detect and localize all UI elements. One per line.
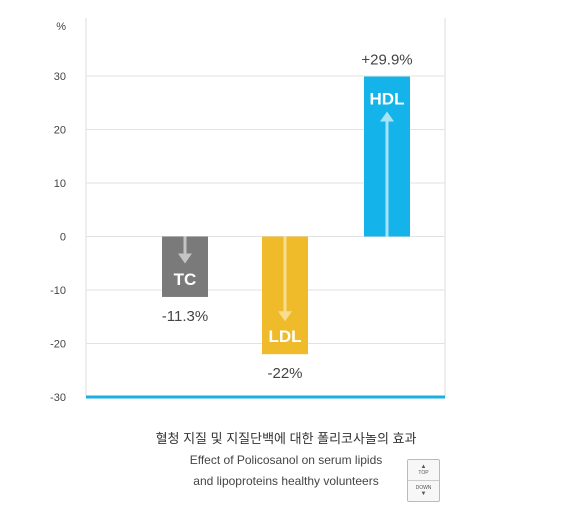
chevron-down-icon: ▼ [420, 491, 427, 497]
bar-value-label: +29.9% [361, 52, 412, 69]
y-tick-label: -30 [50, 392, 66, 404]
y-tick-label: 0 [60, 232, 66, 244]
bar-chart: % -30 -20 -10 0 10 20 30 TC -11.3% LDL -22% HDL +29.9… [50, 18, 446, 404]
bar-value-label: -11.3% [162, 308, 208, 325]
y-tick-label: 30 [54, 71, 66, 83]
chevron-up-icon: ▲ [420, 464, 427, 470]
arrow-head [178, 253, 192, 264]
bars [162, 76, 410, 355]
scroll-down-label: DOWN [415, 485, 432, 491]
scroll-top-label: TOP [418, 470, 429, 476]
arrow-icon [380, 111, 394, 237]
bar-category-label: HDL [370, 90, 405, 109]
y-tick-label: -20 [50, 339, 66, 351]
scroll-nav: ▲ TOP DOWN ▼ [407, 459, 440, 502]
arrow-head [380, 111, 394, 122]
scroll-top-button[interactable]: ▲ TOP [408, 460, 439, 481]
caption-korean: 혈청 지질 및 지질단백에 대한 폴리코사놀의 효과 [155, 431, 417, 446]
y-tick-label: -10 [50, 285, 66, 297]
arrow-icon [178, 236, 192, 264]
bar-category-label: LDL [268, 327, 301, 346]
bar-category-label: TC [174, 270, 197, 289]
y-tick-label: 10 [54, 178, 66, 190]
caption-english-line2: and lipoproteins healthy volunteers [193, 474, 379, 488]
arrow-head [278, 311, 292, 322]
caption-english-line1: Effect of Policosanol on serum lipids [189, 453, 383, 467]
y-tick-label: 20 [54, 125, 66, 137]
y-axis-unit-label: % [56, 21, 66, 33]
chart-labels: % -30 -20 -10 0 10 20 30 TC -11.3% LDL -22% HDL +29.9… [50, 21, 413, 404]
scroll-down-button[interactable]: DOWN ▼ [408, 481, 439, 501]
arrow-icon [278, 236, 292, 322]
bar-value-label: -22% [267, 365, 302, 382]
